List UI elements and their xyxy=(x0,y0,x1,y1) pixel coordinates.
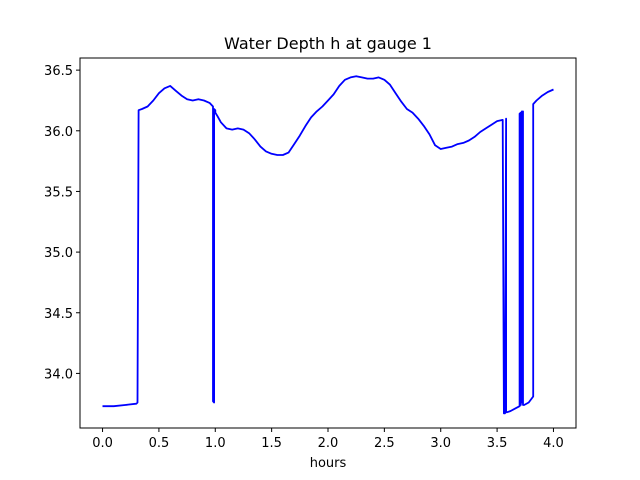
x-axis-label: hours xyxy=(310,456,347,471)
x-tick-label: 3.0 xyxy=(430,436,451,451)
x-tick-label: 4.0 xyxy=(543,436,564,451)
series-layer xyxy=(102,75,554,415)
x-tick-label: 1.5 xyxy=(261,436,282,451)
x-axis: 0.0 0.5 1.0 1.5 2.0 2.5 3.0 3.5 4.0 xyxy=(92,428,564,451)
y-tick-label: 35.5 xyxy=(44,185,73,200)
chart-title: Water Depth h at gauge 1 xyxy=(224,34,432,53)
x-tick-label: 0.5 xyxy=(149,436,170,451)
y-tick-label: 34.5 xyxy=(44,307,73,322)
x-tick-label: 1.0 xyxy=(205,436,226,451)
y-axis: 34.0 34.5 35.0 35.5 36.0 36.5 xyxy=(44,64,80,382)
x-tick-label: 3.5 xyxy=(487,436,508,451)
y-tick-label: 34.0 xyxy=(44,367,73,382)
water-depth-line xyxy=(102,75,554,415)
x-tick-label: 2.5 xyxy=(374,436,395,451)
x-tick-label: 0.0 xyxy=(92,436,113,451)
x-tick-label: 2.0 xyxy=(318,436,339,451)
y-tick-label: 35.0 xyxy=(44,246,73,261)
y-tick-label: 36.0 xyxy=(44,125,73,140)
y-tick-label: 36.5 xyxy=(44,64,73,79)
